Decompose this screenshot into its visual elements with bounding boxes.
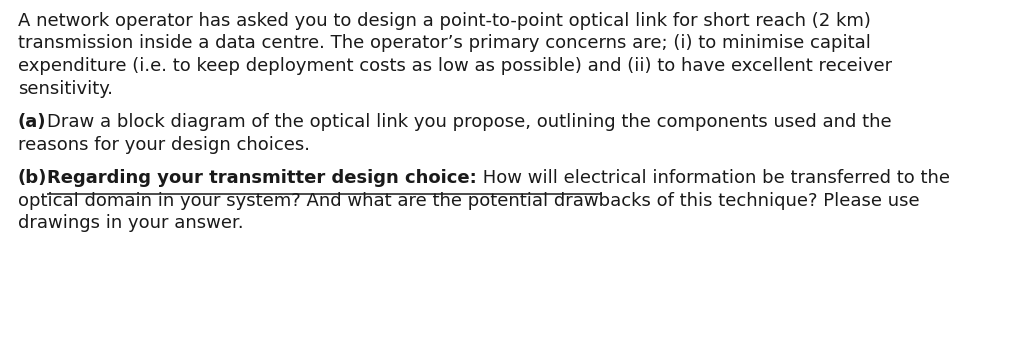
Text: How will electrical information be transferred to the: How will electrical information be trans… <box>476 169 948 187</box>
Text: expenditure (i.e. to keep deployment costs as low as possible) and (ii) to have : expenditure (i.e. to keep deployment cos… <box>18 57 892 75</box>
Text: sensitivity.: sensitivity. <box>18 79 113 97</box>
Text: (b): (b) <box>18 169 48 187</box>
Text: A network operator has asked you to design a point-to-point optical link for sho: A network operator has asked you to desi… <box>18 12 870 30</box>
Text: Draw a block diagram of the optical link you propose, outlining the components u: Draw a block diagram of the optical link… <box>47 113 891 131</box>
Text: drawings in your answer.: drawings in your answer. <box>18 214 244 232</box>
Text: (a): (a) <box>18 113 47 131</box>
Text: optical domain in your system? And what are the potential drawbacks of this tech: optical domain in your system? And what … <box>18 192 919 209</box>
Text: Regarding your transmitter design choice:: Regarding your transmitter design choice… <box>47 169 476 187</box>
Text: transmission inside a data centre. The operator’s primary concerns are; (i) to m: transmission inside a data centre. The o… <box>18 34 870 53</box>
Text: reasons for your design choices.: reasons for your design choices. <box>18 136 309 153</box>
